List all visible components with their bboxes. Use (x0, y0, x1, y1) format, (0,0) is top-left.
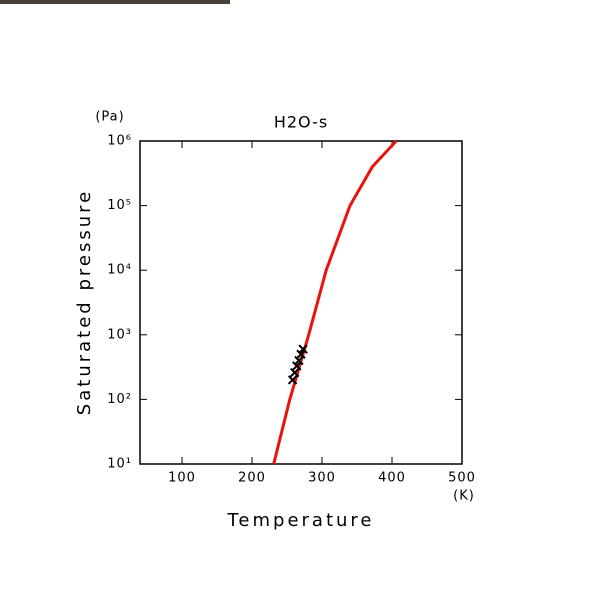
chart-title: H2O-s (274, 113, 328, 132)
x-tick-label: 500 (448, 471, 476, 486)
x-tick-label: 100 (168, 471, 196, 486)
y-tick-label: 10⁵ (107, 198, 132, 213)
x-tick-label: 300 (308, 471, 336, 486)
data-point (296, 349, 306, 359)
data-line (272, 139, 398, 465)
x-tick-label: 200 (238, 471, 266, 486)
y-tick-label: 10² (107, 392, 132, 407)
y-tick-label: 10¹ (107, 457, 132, 472)
x-unit: (K) (453, 489, 475, 504)
window-bar (0, 0, 230, 4)
y-tick-label: 10⁶ (107, 134, 132, 149)
data-point (294, 355, 304, 366)
y-tick-label: 10³ (107, 327, 132, 342)
y-unit: (Pa) (95, 110, 124, 125)
data-point (292, 361, 302, 371)
data-point (289, 367, 300, 378)
x-tick-label: 400 (378, 471, 406, 486)
y-tick-label: 10⁴ (107, 263, 132, 278)
x-axis-label: Temperature (226, 510, 374, 531)
data-point (287, 375, 298, 385)
plot-frame (139, 140, 463, 465)
data-point (298, 344, 308, 354)
y-axis-label: Saturated pressure (74, 189, 95, 415)
